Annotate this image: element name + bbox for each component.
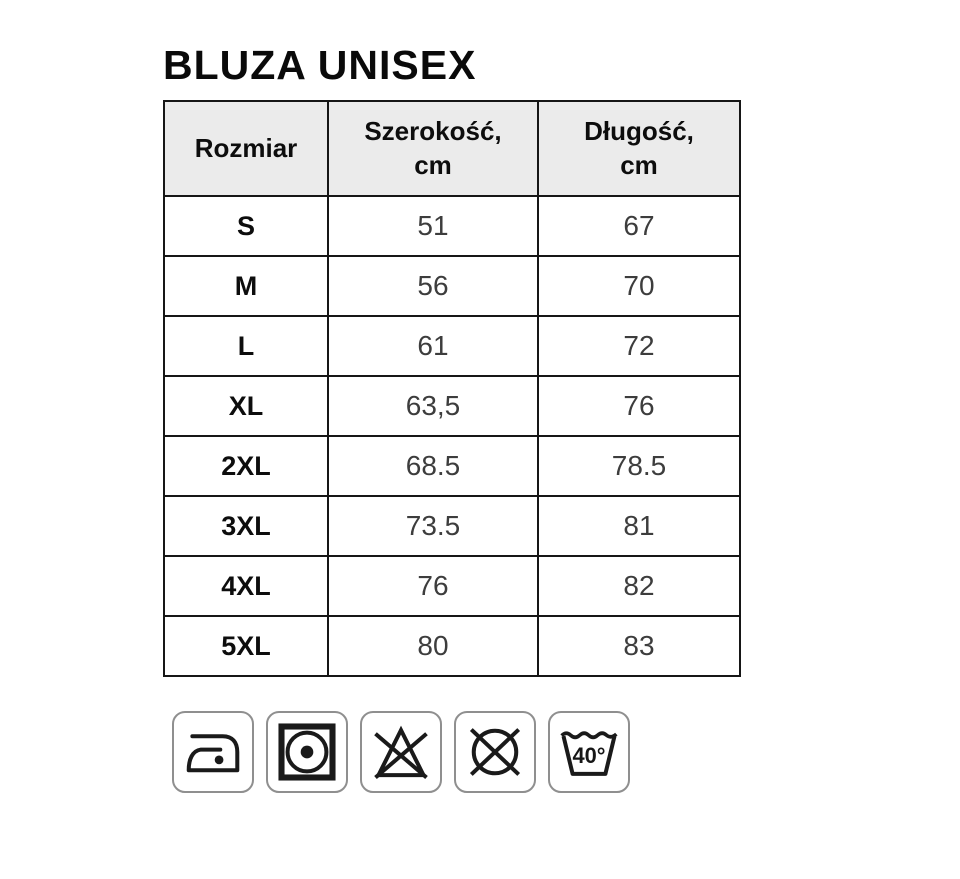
size-cell: XL [163,375,329,437]
size-cell: 4XL [163,555,329,617]
length-cell: 81 [537,495,741,557]
size-cell: S [163,195,329,257]
length-cell: 72 [537,315,741,377]
width-cell: 63,5 [327,375,539,437]
width-cell: 73.5 [327,495,539,557]
table-row: M 56 70 [163,255,741,317]
iron-one-dot-icon [172,711,254,793]
width-cell: 61 [327,315,539,377]
width-cell: 51 [327,195,539,257]
col-header-dlugosc: Długość, cm [537,100,741,197]
table-row: XL 63,5 76 [163,375,741,437]
wash-temperature-label: 40° [572,743,605,768]
page-title: BLUZA UNISEX [163,42,477,88]
width-cell: 68.5 [327,435,539,497]
care-icons-row: 40° [172,711,630,793]
length-cell: 76 [537,375,741,437]
size-table: Rozmiar Szerokość, cm Długość, cm S 51 6… [163,100,741,677]
tumble-dry-icon [266,711,348,793]
col-header-szerokosc: Szerokość, cm [327,100,539,197]
table-row: S 51 67 [163,195,741,257]
size-cell: 5XL [163,615,329,677]
width-cell: 80 [327,615,539,677]
table-row: L 61 72 [163,315,741,377]
wash-40-icon: 40° [548,711,630,793]
width-cell: 56 [327,255,539,317]
size-cell: 2XL [163,435,329,497]
size-cell: L [163,315,329,377]
length-cell: 67 [537,195,741,257]
table-row: 3XL 73.5 81 [163,495,741,557]
size-cell: 3XL [163,495,329,557]
table-row: 2XL 68.5 78.5 [163,435,741,497]
length-cell: 78.5 [537,435,741,497]
col-header-rozmiar: Rozmiar [163,100,329,197]
do-not-dry-clean-icon [454,711,536,793]
length-cell: 70 [537,255,741,317]
length-cell: 83 [537,615,741,677]
width-cell: 76 [327,555,539,617]
length-cell: 82 [537,555,741,617]
table-row: 5XL 80 83 [163,615,741,677]
do-not-bleach-icon [360,711,442,793]
table-header-row: Rozmiar Szerokość, cm Długość, cm [163,100,741,197]
size-cell: M [163,255,329,317]
table-row: 4XL 76 82 [163,555,741,617]
